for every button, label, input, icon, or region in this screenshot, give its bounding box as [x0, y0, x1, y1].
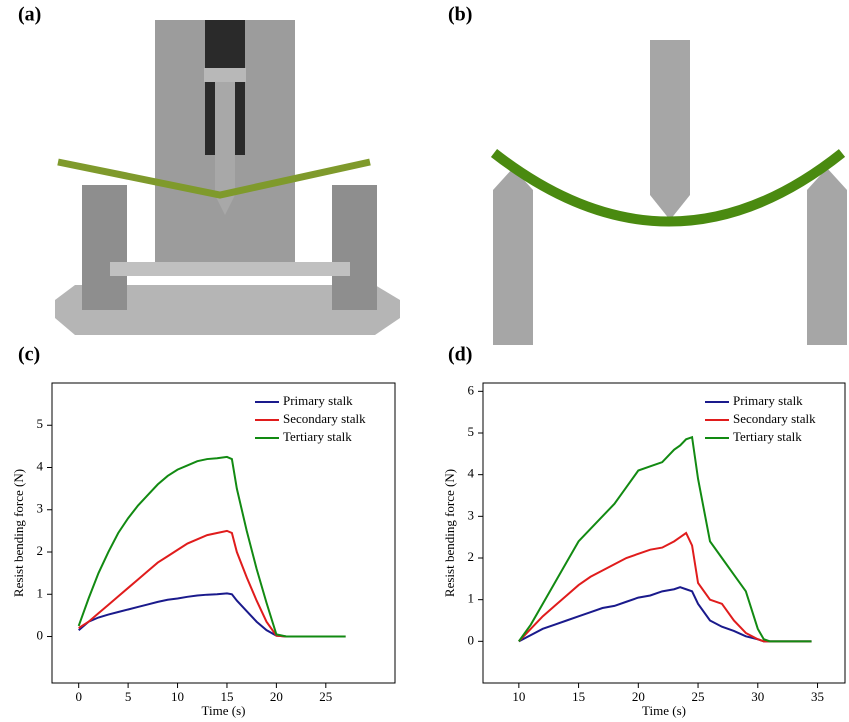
series-line — [77, 455, 346, 638]
y-tick-label: 6 — [468, 382, 475, 397]
x-axis-label: Time (s) — [202, 703, 246, 718]
rod — [110, 262, 350, 276]
plot-frame — [482, 382, 846, 684]
legend-label: Tertiary stalk — [283, 429, 352, 444]
legend-label: Primary stalk — [283, 393, 353, 408]
plot-frame — [51, 382, 396, 684]
x-tick-label: 10 — [512, 689, 525, 704]
series-line — [78, 592, 346, 638]
y-axis-label: Resist bending force (N) — [442, 469, 457, 597]
support-left — [82, 185, 127, 310]
photo — [55, 20, 400, 335]
support-right — [332, 185, 377, 310]
base — [55, 285, 400, 335]
legend-label: Secondary stalk — [283, 411, 366, 426]
series-line — [518, 531, 812, 643]
x-tick-label: 20 — [632, 689, 645, 704]
x-tick-label: 25 — [319, 689, 332, 704]
y-tick-label: 3 — [37, 501, 44, 516]
diagram — [490, 40, 847, 345]
y-tick-label: 5 — [468, 424, 475, 439]
right-support — [807, 168, 847, 345]
series-line — [518, 435, 812, 643]
x-tick-label: 0 — [75, 689, 82, 704]
left-support — [493, 168, 533, 345]
y-tick-label: 4 — [468, 466, 475, 481]
x-tick-label: 5 — [125, 689, 132, 704]
indenter — [650, 40, 690, 220]
panel-label: (d) — [448, 344, 472, 366]
x-tick-label: 15 — [572, 689, 585, 704]
y-tick-label: 4 — [37, 458, 44, 473]
y-tick-label: 0 — [468, 632, 475, 647]
x-tick-label: 10 — [171, 689, 184, 704]
stalk-photo — [57, 158, 371, 199]
y-tick-label: 5 — [37, 416, 44, 431]
y-tick-label: 3 — [468, 507, 475, 522]
legend-label: Primary stalk — [733, 393, 803, 408]
indenter-photo — [215, 82, 235, 215]
stalk — [490, 149, 846, 227]
y-tick-label: 2 — [37, 543, 44, 558]
x-tick-label: 20 — [270, 689, 283, 704]
series-line — [78, 529, 346, 638]
x-axis-label: Time (s) — [642, 703, 686, 718]
panel-label: (c) — [18, 344, 40, 366]
panel-label: (b) — [448, 4, 472, 26]
x-tick-label: 25 — [692, 689, 705, 704]
x-tick-label: 15 — [220, 689, 233, 704]
x-tick-label: 30 — [751, 689, 764, 704]
y-tick-label: 1 — [468, 591, 475, 606]
panel-label: (a) — [18, 4, 41, 26]
y-tick-label: 1 — [37, 585, 44, 600]
legend-label: Tertiary stalk — [733, 429, 802, 444]
y-tick-label: 2 — [468, 549, 475, 564]
y-axis-label: Resist bending force (N) — [11, 469, 26, 597]
legend-label: Secondary stalk — [733, 411, 816, 426]
y-tick-label: 0 — [37, 628, 44, 643]
clamp — [204, 68, 246, 82]
series-line — [518, 586, 812, 643]
x-tick-label: 35 — [811, 689, 824, 704]
